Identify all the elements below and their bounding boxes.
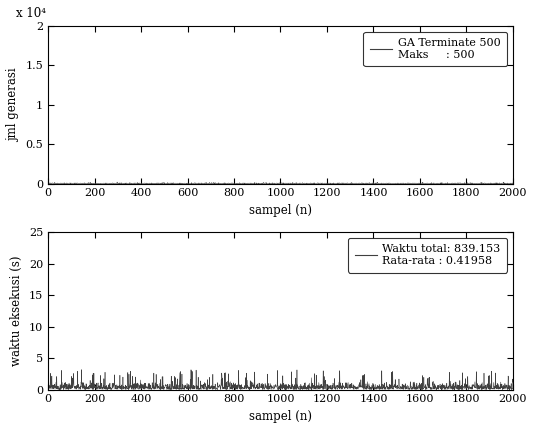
X-axis label: sampel (n): sampel (n): [249, 410, 312, 423]
Y-axis label: jml generasi: jml generasi: [7, 68, 20, 141]
X-axis label: sampel (n): sampel (n): [249, 204, 312, 217]
Text: x 10⁴: x 10⁴: [15, 6, 45, 20]
Y-axis label: waktu eksekusi (s): waktu eksekusi (s): [11, 255, 23, 366]
Legend: GA Terminate 500
Maks     : 500: GA Terminate 500 Maks : 500: [364, 31, 507, 67]
Legend: Waktu total: 839.153
Rata-rata : 0.41958: Waktu total: 839.153 Rata-rata : 0.41958: [348, 238, 507, 273]
